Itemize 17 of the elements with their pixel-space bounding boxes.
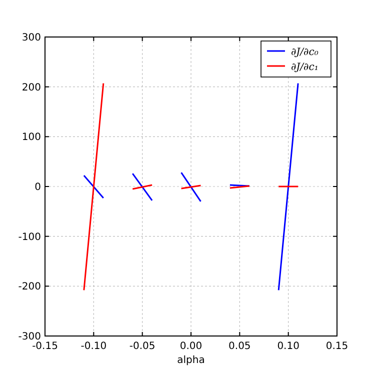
y-tick-label: 0	[34, 182, 41, 193]
legend-label: ∂J/∂c₁	[291, 62, 318, 73]
x-tick-label: -0.15	[32, 341, 58, 352]
x-tick-label: 0.15	[326, 341, 348, 352]
y-tick-label: 100	[22, 132, 41, 144]
x-tick-label: 0.00	[180, 341, 202, 352]
x-tick-label: 0.05	[228, 341, 251, 352]
x-tick-label: -0.05	[129, 341, 156, 352]
legend-label: ∂J/∂c₀	[291, 47, 318, 58]
y-tick-label: 300	[22, 32, 41, 44]
y-tick-label: -100	[18, 232, 41, 243]
x-tick-label: 0.10	[277, 341, 300, 352]
x-tick-label: -0.10	[80, 341, 107, 352]
y-tick-label: -300	[18, 332, 41, 342]
y-tick-label: -200	[18, 282, 41, 293]
y-tick-label: 200	[22, 82, 41, 94]
x-axis-title: alpha	[177, 355, 205, 366]
